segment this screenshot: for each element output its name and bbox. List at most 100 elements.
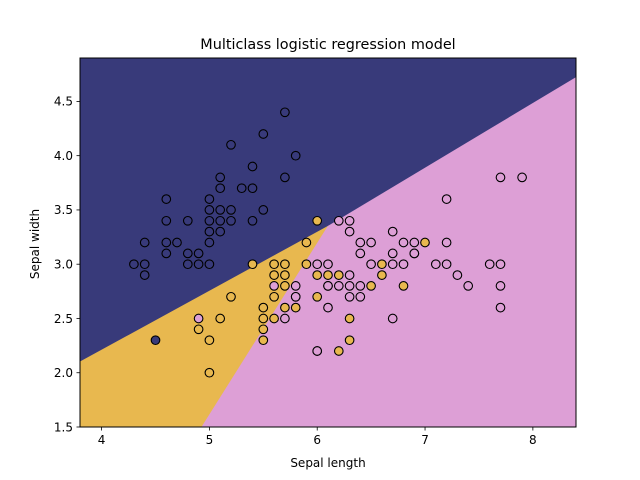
- data-point-class-1: [247, 259, 258, 270]
- data-point-class-0: [280, 107, 290, 118]
- data-point-class-2: [517, 172, 527, 183]
- data-point-class-2: [366, 259, 376, 270]
- data-point-class-0: [139, 270, 150, 280]
- data-point-class-2: [269, 281, 279, 291]
- data-point-class-1: [204, 335, 215, 346]
- data-point-class-0: [193, 259, 204, 270]
- data-point-class-0: [215, 215, 226, 226]
- data-point-class-0: [247, 183, 258, 194]
- data-point-class-0: [161, 215, 172, 226]
- data-point-class-2: [366, 237, 376, 248]
- data-point-class-0: [226, 215, 236, 226]
- data-point-class-0: [215, 172, 226, 183]
- data-point-class-2: [355, 237, 366, 248]
- plot-area: [80, 58, 576, 427]
- x-tick-label: 5: [206, 433, 214, 447]
- data-point-class-2: [387, 248, 398, 259]
- data-point-class-1: [258, 335, 269, 346]
- data-point-class-1: [193, 324, 204, 335]
- data-point-class-2: [323, 259, 333, 270]
- data-point-class-1: [280, 281, 290, 291]
- data-point-class-0: [258, 129, 269, 139]
- data-point-class-1: [366, 281, 376, 291]
- data-point-class-2: [323, 302, 333, 313]
- data-point-class-0: [236, 183, 247, 194]
- data-point-class-0: [182, 248, 193, 259]
- data-point-class-1: [280, 259, 290, 270]
- data-point-class-1: [377, 270, 387, 280]
- data-point-class-1: [333, 346, 344, 356]
- data-point-class-2: [355, 248, 366, 259]
- data-point-class-1: [333, 270, 344, 280]
- data-point-class-2: [344, 270, 355, 280]
- data-point-class-2: [495, 281, 506, 291]
- data-point-class-2: [387, 259, 398, 270]
- x-tick-label: 8: [529, 433, 537, 447]
- data-point-class-1: [258, 313, 269, 324]
- data-point-class-0: [204, 259, 215, 270]
- data-point-class-2: [387, 313, 398, 324]
- axes: 4 5 6 7 8 1.5 2.0 2.5 3.0 3.5 4.0 4.5: [54, 57, 577, 447]
- y-tick-label: 4.5: [54, 95, 73, 109]
- y-tick-label: 3.5: [54, 203, 73, 217]
- data-point-class-0: [280, 172, 290, 183]
- data-point-class-2: [323, 281, 333, 291]
- data-point-class-0: [290, 150, 301, 161]
- data-point-class-1: [312, 215, 323, 226]
- data-point-class-1: [258, 324, 269, 335]
- data-point-class-1: [280, 270, 290, 280]
- data-point-class-2: [441, 259, 452, 270]
- data-point-class-2: [333, 281, 344, 291]
- data-point-class-0: [150, 335, 161, 346]
- data-point-class-1: [258, 302, 269, 313]
- data-point-class-2: [441, 237, 452, 248]
- data-point-class-2: [409, 237, 420, 248]
- data-point-class-1: [226, 291, 236, 302]
- data-point-class-1: [269, 313, 279, 324]
- data-point-class-0: [172, 237, 182, 248]
- data-point-class-2: [344, 291, 355, 302]
- data-point-class-2: [387, 226, 398, 237]
- data-point-class-0: [182, 259, 193, 270]
- data-point-class-1: [269, 259, 279, 270]
- y-tick-label: 2.5: [54, 312, 73, 326]
- data-point-class-2: [290, 281, 301, 291]
- data-point-class-0: [247, 161, 258, 172]
- data-point-class-2: [484, 259, 495, 270]
- data-point-class-1: [420, 237, 430, 248]
- data-point-class-2: [452, 270, 463, 280]
- scatter-points: [129, 107, 527, 378]
- data-point-class-0: [204, 237, 215, 248]
- data-point-class-2: [409, 248, 420, 259]
- data-point-class-2: [441, 194, 452, 204]
- data-point-class-2: [430, 259, 441, 270]
- data-point-class-2: [495, 259, 506, 270]
- data-point-class-1: [290, 302, 301, 313]
- data-point-class-2: [280, 313, 290, 324]
- data-point-class-1: [269, 270, 279, 280]
- data-point-class-2: [495, 172, 506, 183]
- y-tick-label: 4.0: [54, 149, 73, 163]
- data-point-class-1: [280, 302, 290, 313]
- data-point-class-1: [312, 270, 323, 280]
- data-point-class-2: [290, 291, 301, 302]
- data-point-class-1: [398, 281, 409, 291]
- data-point-class-0: [215, 226, 226, 237]
- data-point-class-2: [312, 259, 323, 270]
- data-point-class-1: [301, 237, 312, 248]
- data-point-class-1: [301, 259, 312, 270]
- data-point-class-0: [204, 205, 215, 215]
- y-axis-label: Sepal width: [28, 209, 42, 279]
- data-point-class-1: [312, 291, 323, 302]
- y-tick-label: 2.0: [54, 366, 73, 380]
- data-point-class-1: [269, 291, 279, 302]
- data-point-class-1: [323, 270, 333, 280]
- data-point-class-2: [355, 291, 366, 302]
- decision-regions: [80, 58, 576, 427]
- data-point-class-0: [226, 205, 236, 215]
- data-point-class-0: [161, 237, 172, 248]
- data-point-class-1: [215, 313, 226, 324]
- axes-frame: [79, 57, 577, 428]
- data-point-class-0: [139, 237, 150, 248]
